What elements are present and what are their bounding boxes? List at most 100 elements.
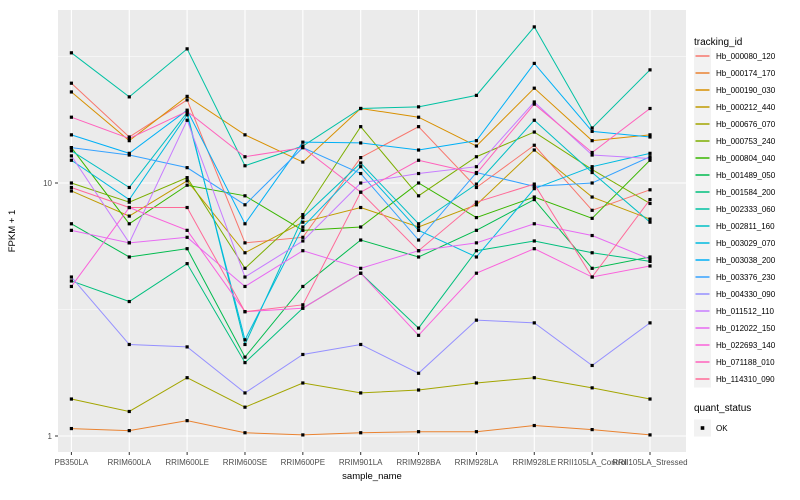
x-tick-label: RRII105LA_Control <box>557 458 627 467</box>
data-point-marker <box>301 239 305 243</box>
data-point-marker <box>416 222 421 226</box>
data-point-marker <box>474 182 479 186</box>
data-point-marker <box>474 255 479 259</box>
data-point-marker <box>359 342 363 347</box>
legend-label: Hb_002811_160 <box>716 222 775 231</box>
data-point-marker <box>301 284 305 289</box>
data-point-marker <box>301 160 305 164</box>
data-point-marker <box>474 171 479 176</box>
legend-item-Hb_000080_120: Hb_000080_120 <box>694 47 776 65</box>
x-axis-title: sample_name <box>342 471 402 482</box>
data-point-marker <box>532 247 536 251</box>
data-point-marker <box>127 241 131 245</box>
data-point-marker <box>590 275 594 279</box>
data-point-marker <box>648 135 652 139</box>
data-point-marker <box>590 153 594 157</box>
data-point-marker <box>648 155 652 159</box>
data-point-marker <box>127 153 131 157</box>
data-point-marker <box>648 321 652 325</box>
data-point-marker <box>590 126 594 130</box>
data-point-marker <box>416 194 421 198</box>
data-point-marker <box>359 225 363 229</box>
data-point-marker <box>474 430 479 434</box>
data-point-marker <box>301 140 305 144</box>
data-point-marker <box>127 200 131 204</box>
data-point-marker <box>185 47 189 51</box>
data-point-marker <box>590 233 594 238</box>
legend-quant-status: OK <box>694 419 728 437</box>
data-point-marker <box>590 386 594 390</box>
data-point-marker <box>301 352 305 357</box>
legend-label: Hb_000676_070 <box>716 120 776 129</box>
legend-item-Hb_004330_090: Hb_004330_090 <box>694 285 776 303</box>
data-point-marker <box>69 397 73 401</box>
data-point-marker <box>359 271 363 275</box>
data-point-marker <box>474 139 479 143</box>
data-point-marker <box>243 310 247 314</box>
legend-label: Hb_001584_200 <box>716 188 776 197</box>
data-point-marker <box>416 158 421 162</box>
data-point-marker <box>127 139 131 143</box>
data-point-marker <box>243 275 247 279</box>
data-point-marker <box>416 115 421 119</box>
data-point-marker <box>185 118 189 122</box>
data-point-marker <box>127 409 131 414</box>
data-point-marker <box>532 100 536 104</box>
data-point-marker <box>243 355 247 359</box>
data-point-marker <box>69 115 73 119</box>
legend-label: Hb_002333_060 <box>716 205 776 214</box>
data-point-marker <box>532 423 536 428</box>
data-point-marker <box>532 102 536 106</box>
data-point-marker <box>359 171 363 176</box>
data-point-marker <box>301 433 305 437</box>
data-point-marker <box>359 165 363 169</box>
legend-title-tracking-id: tracking_id <box>694 37 742 48</box>
data-point-marker <box>69 181 73 185</box>
data-point-marker <box>532 321 536 325</box>
data-point-marker <box>532 195 536 199</box>
data-point-marker <box>301 235 305 239</box>
data-point-marker <box>416 371 421 375</box>
x-tick-label: RRIM600PE <box>281 458 325 467</box>
legend-item-Hb_000676_070: Hb_000676_070 <box>694 115 776 133</box>
data-point-marker <box>416 228 421 232</box>
legend-label: Hb_003029_070 <box>716 239 776 248</box>
legend-label: Hb_071188_010 <box>716 358 775 367</box>
data-point-marker <box>648 201 652 206</box>
x-tick-label: RRIM600LA <box>107 458 151 467</box>
data-point-marker <box>243 241 247 245</box>
legend-tracking-id: Hb_000080_120 Hb_000174_170 Hb_000190_030 H… <box>694 47 776 388</box>
data-point-marker <box>590 216 594 220</box>
data-point-marker <box>532 130 536 134</box>
legend-item-Hb_003029_070: Hb_003029_070 <box>694 234 776 252</box>
x-tick-label: RRIM600SE <box>223 458 267 467</box>
data-point-marker <box>532 148 536 152</box>
data-point-marker <box>474 241 479 245</box>
data-point-marker <box>474 185 479 190</box>
data-point-marker <box>301 225 305 229</box>
legend-label: Hb_012022_150 <box>716 324 776 333</box>
data-point-marker <box>648 68 652 72</box>
data-point-marker <box>127 205 131 210</box>
data-point-marker <box>243 266 247 270</box>
data-point-marker <box>359 181 363 185</box>
data-point-marker <box>185 98 189 102</box>
data-point-marker <box>243 391 247 395</box>
data-point-marker <box>127 95 131 99</box>
data-point-marker <box>532 376 536 380</box>
data-point-marker <box>301 381 305 385</box>
data-point-marker <box>243 251 247 255</box>
data-point-marker <box>69 81 73 85</box>
legend-item-Hb_022693_140: Hb_022693_140 <box>694 336 776 354</box>
data-point-marker <box>127 299 131 304</box>
data-point-marker <box>243 203 247 207</box>
y-axis-title: FPKM + 1 <box>7 210 18 253</box>
x-tick-label: RRII105LA_Stressed <box>612 458 687 467</box>
data-point-marker <box>185 228 189 232</box>
data-point-marker <box>69 149 73 153</box>
legend-label: Hb_000804_040 <box>716 154 776 163</box>
legend-label: Hb_001489_050 <box>716 171 776 180</box>
data-point-marker <box>532 118 536 122</box>
data-point-marker <box>416 255 421 259</box>
